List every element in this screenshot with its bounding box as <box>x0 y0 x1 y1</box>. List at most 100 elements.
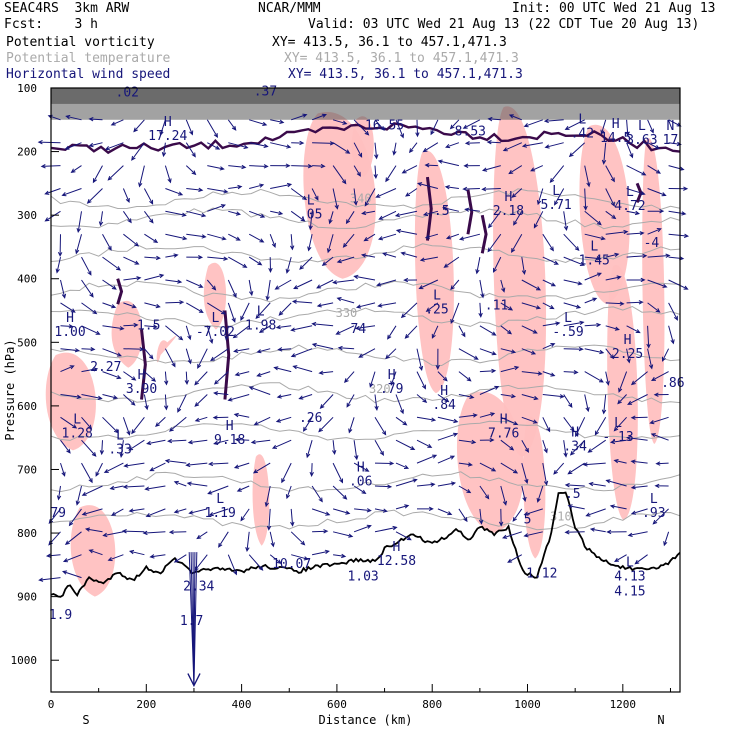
wind-vector <box>563 394 573 408</box>
wind-vector <box>437 371 448 382</box>
wind-vector <box>627 531 648 537</box>
extremum-letter: H <box>226 419 234 434</box>
wind-vector <box>319 394 334 409</box>
wind-vector <box>584 348 605 355</box>
extremum-value: 17 <box>663 133 679 148</box>
wind-vector <box>149 554 166 559</box>
wind-vector <box>144 255 161 261</box>
wind-vector <box>102 233 112 251</box>
extremum-label: 2.34 <box>183 579 214 594</box>
wind-vector <box>249 210 266 218</box>
wind-vector <box>605 252 620 258</box>
x-tick-label: 600 <box>327 698 347 711</box>
wind-vector <box>395 439 416 451</box>
wind-vector <box>563 440 568 458</box>
extremum-label: H14.5 <box>600 117 631 146</box>
wind-vector <box>626 325 641 334</box>
wind-vector <box>70 165 82 173</box>
extremum-label: L1.45 <box>579 240 610 269</box>
wind-vector <box>437 394 450 403</box>
extremum-label: 1.03 <box>347 570 378 585</box>
wind-vector <box>81 485 103 496</box>
wind-vector <box>542 371 556 377</box>
wind-vector <box>102 256 122 271</box>
wind-vector <box>377 302 397 308</box>
wind-vector <box>332 142 351 154</box>
wind-vector <box>165 279 183 284</box>
wind-vector <box>92 165 103 184</box>
wind-vector <box>102 394 119 400</box>
extremum-label: 1.9 <box>49 608 72 623</box>
wind-vector <box>290 508 295 527</box>
wind-vector <box>563 256 585 266</box>
wind-vector <box>133 119 145 133</box>
wind-vector <box>553 462 565 475</box>
wind-vector <box>81 325 101 335</box>
theta-contour-label: 330 <box>336 306 358 320</box>
extremum-label: 8.53 <box>455 125 486 140</box>
extremum-label: 1.12 <box>526 567 557 582</box>
wind-vector <box>165 210 187 217</box>
wind-vector <box>458 439 477 445</box>
wind-vector <box>564 482 585 488</box>
wind-vector <box>668 256 685 261</box>
wind-vector <box>173 480 187 487</box>
field-pv-name: Potential vorticity <box>6 35 155 50</box>
y-axis-label: Pressure (hPa) <box>3 339 17 440</box>
wind-vector <box>75 234 82 255</box>
wind-vector <box>458 485 472 494</box>
wind-vector <box>563 233 580 252</box>
wind-vector <box>458 325 466 338</box>
extremum-letter: H <box>357 460 365 475</box>
wind-vector <box>55 256 61 274</box>
wind-vector <box>119 440 124 458</box>
wind-vector <box>647 253 671 258</box>
wind-vector <box>626 142 634 159</box>
wind-vector <box>435 348 440 370</box>
extremum-label: .26 <box>299 411 322 426</box>
wind-vector <box>107 165 124 181</box>
wind-vector <box>521 302 541 310</box>
wind-vector <box>549 165 565 183</box>
pv-shade-region <box>70 505 116 597</box>
wind-vector <box>437 481 457 487</box>
extremum-label: L5.71 <box>540 184 571 213</box>
wind-vector <box>240 302 250 321</box>
theta-contour <box>50 280 681 303</box>
wind-vector <box>479 412 496 418</box>
wind-vector <box>321 256 334 266</box>
wind-vector <box>131 142 145 161</box>
wind-vector <box>164 348 176 368</box>
extremum-value: 2.25 <box>612 347 643 362</box>
wind-vector <box>128 549 145 556</box>
wind-vector <box>269 531 275 548</box>
wind-vector <box>458 462 473 467</box>
wind-vector <box>431 325 439 339</box>
wind-vector <box>311 321 334 327</box>
wind-vector <box>563 211 569 232</box>
wind-vector <box>185 325 192 341</box>
wind-vector <box>584 165 591 188</box>
wind-vector <box>647 279 668 288</box>
wind-vector <box>563 346 584 352</box>
extremum-value: .84 <box>432 398 456 413</box>
wind-vector <box>530 165 544 172</box>
wind-vector <box>194 394 208 407</box>
wind-vector <box>332 119 348 125</box>
wind-vector <box>194 416 208 422</box>
wind-vector <box>206 119 218 138</box>
wind-vector <box>354 325 376 331</box>
wind-vector <box>395 462 410 469</box>
extremum-value: 79 <box>50 506 66 521</box>
plot-frame <box>50 87 681 693</box>
project-title: SEAC4RS 3km ARW <box>4 1 130 16</box>
extremum-label: H17.24 <box>148 115 187 144</box>
wind-vector <box>618 371 628 393</box>
extremum-label: H2.18 <box>493 190 524 219</box>
wind-vector <box>650 433 669 441</box>
y-tick-label: 600 <box>17 400 37 413</box>
wind-vector <box>62 570 82 579</box>
wind-vector <box>188 508 208 515</box>
wind-vector <box>307 234 313 252</box>
extremum-label: 1.5 <box>137 319 160 334</box>
